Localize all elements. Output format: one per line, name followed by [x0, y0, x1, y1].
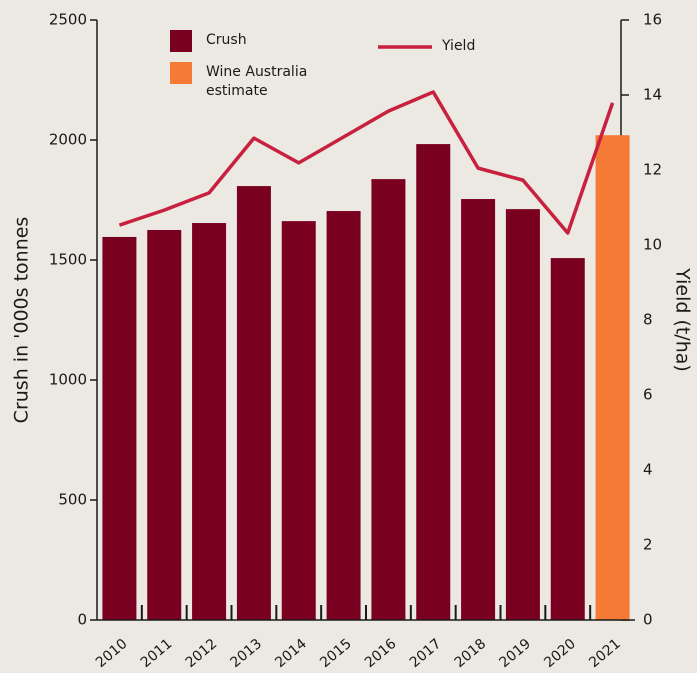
line-series	[118, 90, 615, 235]
legend-label: Wine Australia estimate	[206, 64, 308, 99]
bar	[147, 230, 182, 620]
x-tick-label: 2016	[362, 636, 400, 671]
bar	[102, 236, 137, 620]
y2-axis-title: Yield (t/ha)	[672, 267, 694, 372]
bar	[595, 135, 630, 620]
bar	[505, 209, 540, 620]
bar	[416, 144, 451, 620]
x-tick-label: 2015	[317, 636, 355, 671]
bar	[371, 179, 406, 620]
legend-swatch	[170, 62, 192, 84]
y2-tick-label: 4	[643, 461, 653, 479]
y-tick-label: 0	[77, 611, 87, 629]
y-tick-label: 500	[58, 491, 87, 509]
legend-label: Crush	[206, 32, 247, 48]
y-axis-title: Crush in '000s tonnes	[11, 217, 33, 424]
x-tick-label: 2021	[586, 636, 624, 671]
bar	[281, 221, 316, 620]
x-tick-label: 2012	[183, 636, 221, 671]
y-tick-label: 2000	[49, 131, 87, 149]
bar	[461, 199, 496, 621]
bar	[192, 223, 227, 621]
x-tick-label: 2018	[452, 636, 490, 671]
x-tick-label: 2014	[272, 636, 310, 671]
x-tick-label: 2019	[496, 636, 534, 671]
x-tick-label: 2017	[407, 636, 445, 671]
x-tick-label: 2011	[138, 636, 176, 671]
y2-tick-label: 14	[643, 86, 662, 104]
legend-swatch	[170, 30, 192, 52]
bar	[326, 211, 361, 621]
x-tick-label: 2013	[227, 636, 265, 671]
x-tick-label: 2020	[541, 636, 579, 671]
x-tick-label: 2010	[93, 636, 131, 671]
y2-tick-label: 16	[643, 11, 662, 29]
y2-tick-label: 8	[643, 311, 653, 329]
y-tick-label: 1000	[49, 371, 87, 389]
y2-tick-label: 12	[643, 161, 662, 179]
y-tick-label: 2500	[49, 11, 87, 29]
y2-tick-label: 2	[643, 536, 653, 554]
y2-tick-label: 10	[643, 236, 662, 254]
legend-label: Yield	[442, 38, 476, 54]
y-tick-label: 1500	[49, 251, 87, 269]
y2-tick-label: 6	[643, 386, 653, 404]
bar	[236, 186, 271, 620]
y2-tick-label: 0	[643, 611, 653, 629]
bar	[550, 258, 585, 620]
